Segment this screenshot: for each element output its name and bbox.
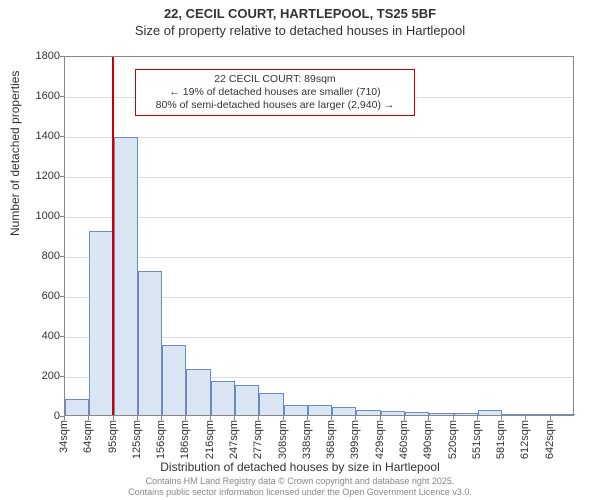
bar [405,412,429,415]
ytick-label: 1000 [20,210,60,222]
ytick-mark [60,296,64,297]
xtick-label: 247sqm [228,420,240,459]
ytick-label: 0 [20,410,60,422]
bar [162,345,186,415]
xtick-label: 186sqm [179,420,191,459]
annotation-line: 80% of semi-detached houses are larger (… [142,99,408,112]
ytick-label: 400 [20,330,60,342]
ytick-label: 200 [20,370,60,382]
footer-line1: Contains HM Land Registry data © Crown c… [0,476,600,487]
gridline [65,257,573,258]
gridline [65,217,573,218]
bar [478,410,502,415]
xtick-label: 308sqm [277,420,289,459]
annotation-box: 22 CECIL COURT: 89sqm← 19% of detached h… [135,69,415,116]
footer-line2: Contains public sector information licen… [0,487,600,498]
title-block: 22, CECIL COURT, HARTLEPOOL, TS25 5BF Si… [0,0,600,38]
footer: Contains HM Land Registry data © Crown c… [0,476,600,498]
bar [114,137,138,415]
xtick-label: 429sqm [374,420,386,459]
reference-line [112,57,114,415]
bar [284,405,308,415]
title-line2: Size of property relative to detached ho… [0,23,600,38]
xtick-label: 460sqm [398,420,410,459]
bar [381,411,405,415]
xtick-label: 64sqm [82,420,94,453]
ytick-mark [60,136,64,137]
bar [89,231,113,415]
xtick-label: 612sqm [519,420,531,459]
xtick-label: 125sqm [131,420,143,459]
ytick-label: 800 [20,250,60,262]
annotation-line: ← 19% of detached houses are smaller (71… [142,86,408,99]
xtick-label: 277sqm [252,420,264,459]
x-axis-label: Distribution of detached houses by size … [0,460,600,474]
xtick-label: 216sqm [204,420,216,459]
title-line1: 22, CECIL COURT, HARTLEPOOL, TS25 5BF [0,6,600,21]
bar [308,405,332,415]
bar [332,407,356,415]
annotation-line: 22 CECIL COURT: 89sqm [142,73,408,86]
xtick-label: 520sqm [447,420,459,459]
ytick-mark [60,216,64,217]
bar [454,413,478,415]
ytick-mark [60,96,64,97]
xtick-label: 642sqm [544,420,556,459]
bar [138,271,162,415]
xtick-label: 156sqm [155,420,167,459]
bar [356,410,380,415]
chart-root: 22, CECIL COURT, HARTLEPOOL, TS25 5BF Si… [0,0,600,500]
ytick-label: 1200 [20,170,60,182]
bar [502,414,526,415]
ytick-mark [60,336,64,337]
ytick-mark [60,56,64,57]
bar [526,414,550,415]
ytick-mark [60,256,64,257]
xtick-label: 399sqm [349,420,361,459]
plot-area: 22 CECIL COURT: 89sqm← 19% of detached h… [64,56,574,416]
ytick-label: 1400 [20,130,60,142]
gridline [65,137,573,138]
ytick-label: 600 [20,290,60,302]
bar [429,413,453,415]
gridline [65,177,573,178]
bar [259,393,283,415]
xtick-label: 95sqm [107,420,119,453]
ytick-label: 1600 [20,90,60,102]
xtick-label: 34sqm [58,420,70,453]
xtick-label: 551sqm [471,420,483,459]
ytick-label: 1800 [20,50,60,62]
bar [551,414,575,415]
bar [211,381,235,415]
ytick-mark [60,376,64,377]
xtick-label: 368sqm [325,420,337,459]
bar [65,399,89,415]
xtick-label: 490sqm [422,420,434,459]
xtick-label: 581sqm [495,420,507,459]
bar [186,369,210,415]
xtick-label: 338sqm [301,420,313,459]
bar [235,385,259,415]
ytick-mark [60,176,64,177]
